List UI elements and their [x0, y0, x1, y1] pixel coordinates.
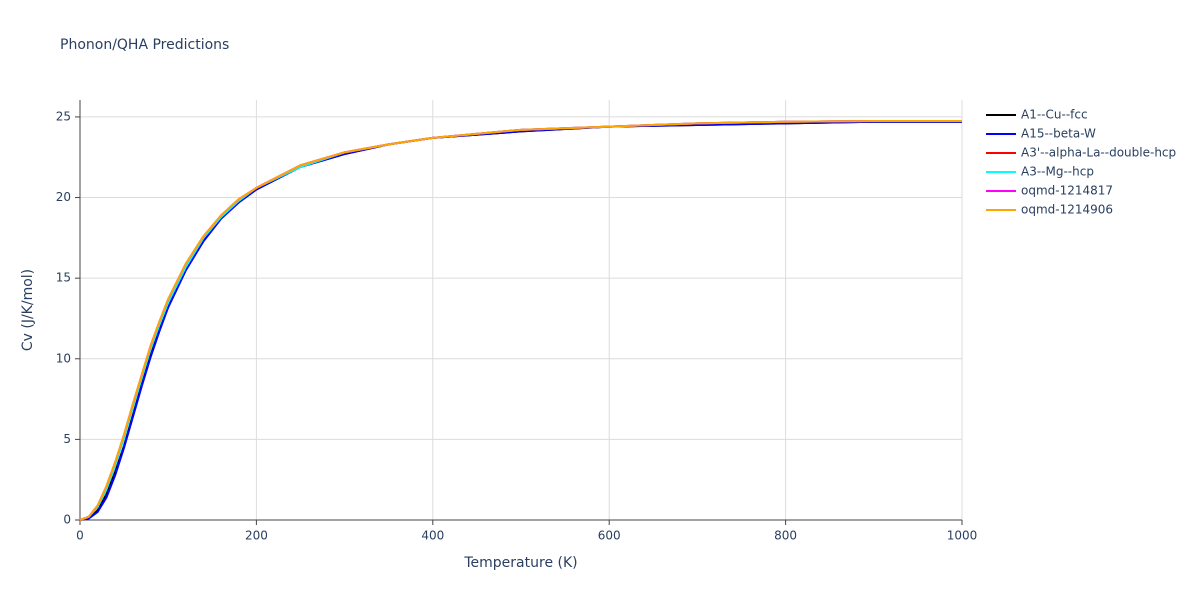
x-tick-label: 800: [774, 529, 797, 543]
x-tick-label: 400: [421, 529, 444, 543]
x-tick-label: 0: [76, 529, 84, 543]
series-line: [79, 119, 962, 521]
series-line: [79, 120, 962, 521]
legend-label: oqmd-1214817: [1021, 184, 1113, 198]
legend-label: A3'--alpha-La--double-hcp: [1021, 146, 1176, 160]
x-tick-label: 600: [598, 529, 621, 543]
x-tick-label: 1000: [947, 529, 978, 543]
y-axis-label: Cv (J/K/mol): [20, 269, 36, 351]
y-tick-label: 10: [56, 351, 71, 365]
y-tick-label: 5: [63, 432, 71, 446]
series-line: [79, 120, 962, 521]
series-line: [79, 119, 962, 521]
legend-label: oqmd-1214906: [1021, 203, 1113, 217]
x-axis-label: Temperature (K): [463, 555, 577, 571]
series-line: [79, 119, 962, 521]
y-tick-label: 20: [56, 190, 71, 204]
series-line: [79, 119, 962, 521]
chart-title: Phonon/QHA Predictions: [60, 37, 229, 53]
y-tick-label: 25: [56, 109, 71, 123]
legend-label: A15--beta-W: [1021, 127, 1096, 141]
legend-label: A3--Mg--hcp: [1021, 165, 1094, 179]
x-tick-label: 200: [245, 529, 268, 543]
y-tick-label: 0: [63, 513, 71, 527]
y-tick-label: 15: [56, 271, 71, 285]
legend-label: A1--Cu--fcc: [1021, 108, 1088, 122]
